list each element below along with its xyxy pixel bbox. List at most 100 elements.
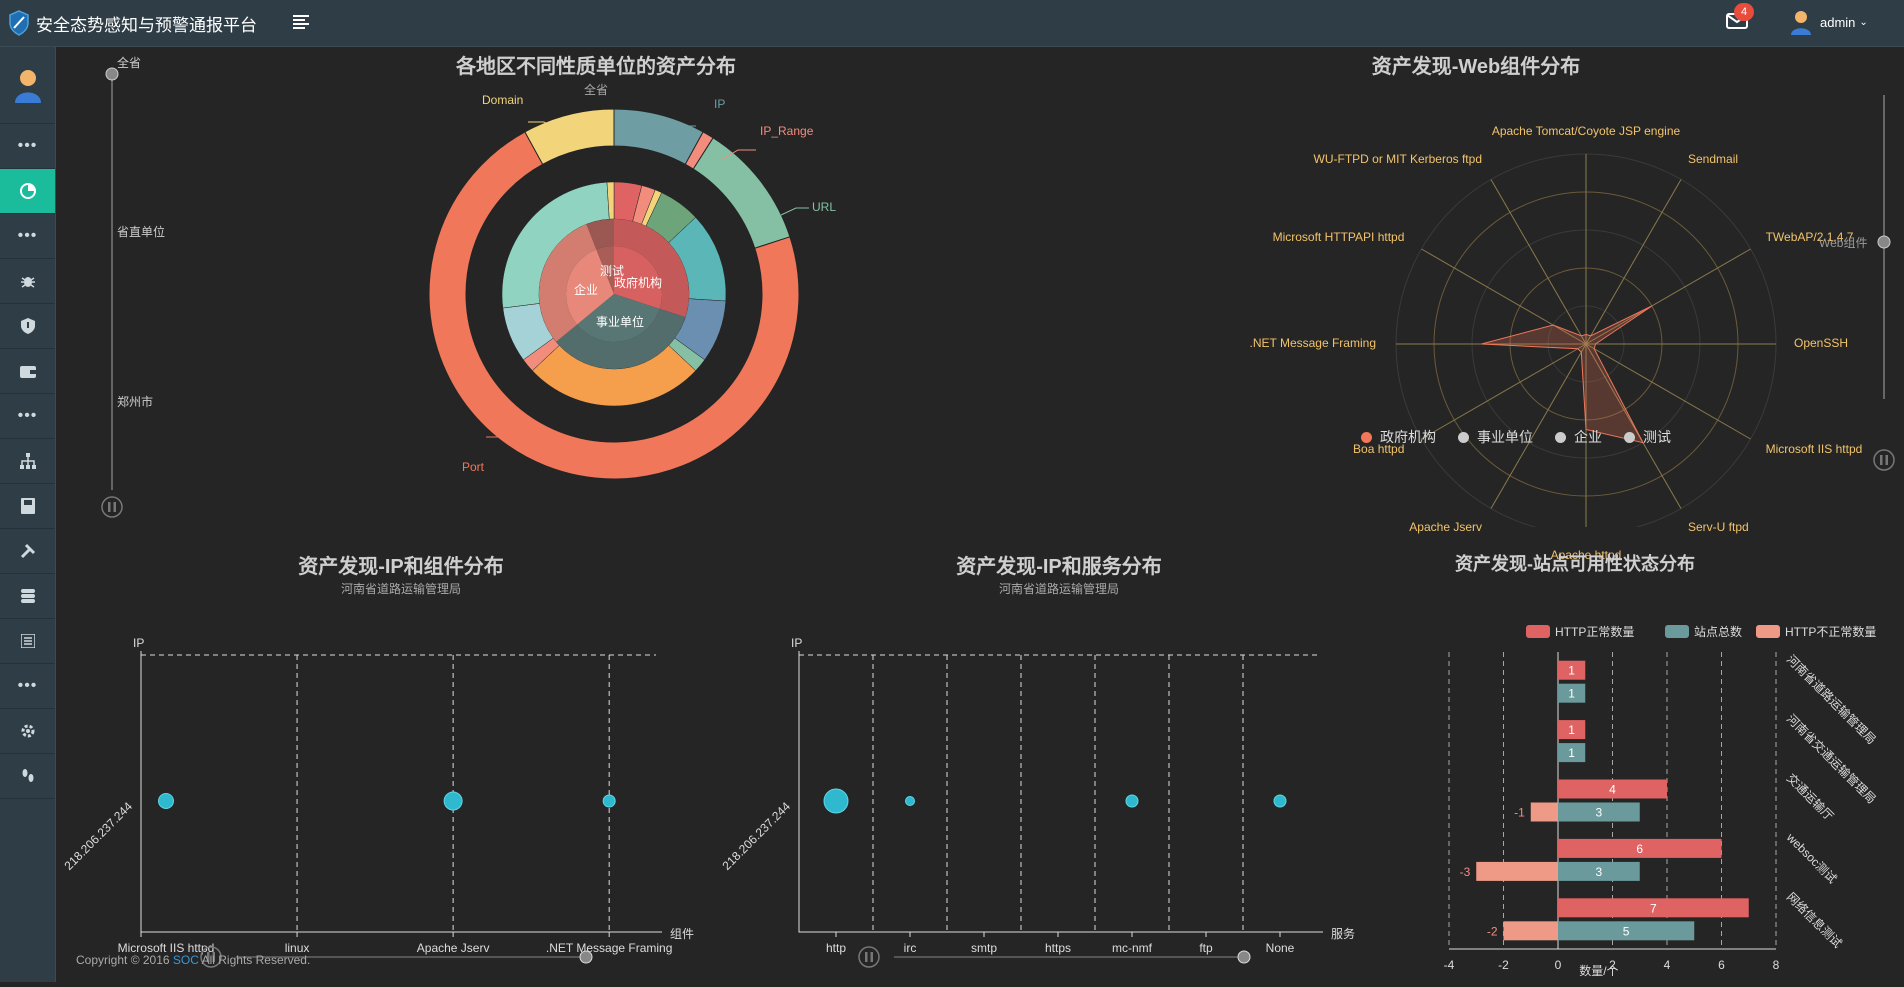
legend-label: 企业 [1574,429,1602,445]
bars-legend-swatch[interactable] [1526,625,1550,638]
bar[interactable] [1558,660,1586,680]
slider-handle[interactable] [579,950,593,964]
legend-swatch [1624,431,1635,443]
scatter-point[interactable] [905,796,915,806]
menu-toggle-icon[interactable] [293,13,309,34]
pie-outer-slice-port[interactable] [428,131,800,480]
scatter-point[interactable] [158,793,174,809]
timeline-label-province[interactable]: 全省 [117,56,142,70]
pie-label-domain: Domain [482,93,524,107]
sidebar-item-save[interactable] [0,484,55,529]
scatter-point[interactable] [823,788,849,814]
bar[interactable] [1558,802,1640,822]
bar[interactable] [1558,921,1695,941]
bar[interactable] [1558,838,1722,858]
scatter-point[interactable] [1125,794,1139,808]
sidebar-item-more-3[interactable]: ••• [0,394,55,439]
bars-legend-swatch[interactable] [1665,625,1689,638]
bars-legend-label[interactable]: HTTP正常数量 [1555,624,1634,639]
sidebar-item-footprint[interactable] [0,754,55,799]
bar[interactable] [1558,720,1586,740]
pie-inner-ring-institution[interactable] [556,308,686,369]
timeline-label-zhengzhou[interactable]: 郑州市 [117,395,154,409]
bar[interactable] [1558,683,1586,703]
pie-outer-slice-url[interactable] [692,137,791,249]
bar-value-label: 3 [1596,806,1603,820]
radar-axis [1421,343,1587,440]
slider-play-button[interactable] [200,946,222,968]
sidebar-item-topology[interactable] [0,439,55,484]
bars-x-tick-label: -2 [1498,958,1509,972]
radar-play-pause-button[interactable] [1873,449,1895,471]
pie-inner-slice-enterprise[interactable] [566,249,614,325]
bar[interactable] [1558,779,1667,799]
pause-icon [207,952,210,962]
sidebar-item-more-2[interactable]: ••• [0,214,55,259]
radar-timeline-label[interactable]: Web组件 [1819,236,1868,250]
pie-inner-slice-institution[interactable] [577,294,660,342]
sidebar-item-database[interactable] [0,574,55,619]
sidebar-item-tools[interactable] [0,529,55,574]
footer: Copyright © 2016 SOC All Rights Reserved… [76,953,310,967]
logo-icon [9,10,29,36]
legend-item-government[interactable]: 政府机构 [1361,427,1436,447]
legend-item-enterprise[interactable]: 企业 [1555,427,1602,447]
bar-negative[interactable] [1530,802,1558,822]
pie-inner-label-test: 测试 [600,264,625,278]
sidebar-item-dashboard[interactable] [0,169,55,214]
bars-legend-label[interactable]: HTTP不正常数量 [1785,624,1876,639]
bar-value-label: 3 [1596,865,1603,879]
sidebar-item-more-1[interactable]: ••• [0,124,55,169]
x-tick-label: Apache Jserv [417,941,490,955]
pie-inner-ring-enterprise[interactable] [539,224,597,342]
legend-item-test[interactable]: 测试 [1624,427,1671,447]
radar-series-government[interactable] [1481,305,1653,444]
slider-play-button[interactable] [858,946,880,968]
sidebar-item-more-4[interactable]: ••• [0,664,55,709]
sidebar-item-list[interactable] [0,619,55,664]
scatter-point[interactable] [602,794,616,808]
scatter-point[interactable] [1273,794,1287,808]
pie-inner-ring-government[interactable] [614,219,689,318]
chevron-down-icon: ⌄ [1859,16,1868,28]
sidebar-item-settings[interactable] [0,709,55,754]
bar[interactable] [1558,861,1640,881]
label-line-ip [663,125,696,138]
pie-outer-slice-domain[interactable] [524,108,615,165]
bar-negative[interactable] [1503,921,1559,941]
sidebar-item-vulnerability[interactable] [0,259,55,304]
label-line-domain [528,121,557,130]
pie-inner-slice-test[interactable] [596,246,614,294]
radar-indicator-label: Apache httpd [1550,548,1622,562]
radar-timeline-handle[interactable] [1877,235,1891,249]
bar[interactable] [1558,898,1749,918]
pie-inner-ring-test[interactable] [586,219,614,250]
play-pause-button[interactable] [101,496,123,518]
legend-label: 测试 [1643,429,1671,445]
scatter1-chart: IP 组件 Microsoft IIS httpd linux Apache Jserv… [62,636,694,968]
scatter-point[interactable] [443,791,463,811]
bar-value-label: 6 [1636,842,1643,856]
sidebar-item-security[interactable] [0,304,55,349]
slider-handle[interactable] [1237,950,1251,964]
brand[interactable]: 安全态势感知与预警通报平台 [8,10,257,36]
pause-icon [865,952,868,962]
pie-inner-slice-government[interactable] [614,246,662,309]
bar-value-label: 1 [1568,746,1575,760]
bars-legend-label[interactable]: 站点总数 [1694,624,1742,639]
bar-negative[interactable] [1476,861,1558,881]
footer-copyright: Copyright © 2016 [76,953,173,967]
x-tick-label: smtp [971,941,997,955]
bars-legend-swatch[interactable] [1756,625,1780,638]
timeline-handle[interactable] [105,67,119,81]
x-tick-label: linux [285,941,310,955]
user-menu[interactable]: admin ⌄ [1790,9,1868,35]
legend-label: 事业单位 [1477,429,1533,445]
sidebar-item-wallet[interactable] [0,349,55,394]
bar[interactable] [1558,743,1586,763]
footer-soc-link[interactable]: SOC [172,953,199,967]
sidebar-avatar[interactable] [0,47,55,124]
timeline-label-direct[interactable]: 省直单位 [117,225,166,239]
legend-item-institution[interactable]: 事业单位 [1458,427,1533,447]
bars-category-label: websoc测试 [1783,829,1840,886]
